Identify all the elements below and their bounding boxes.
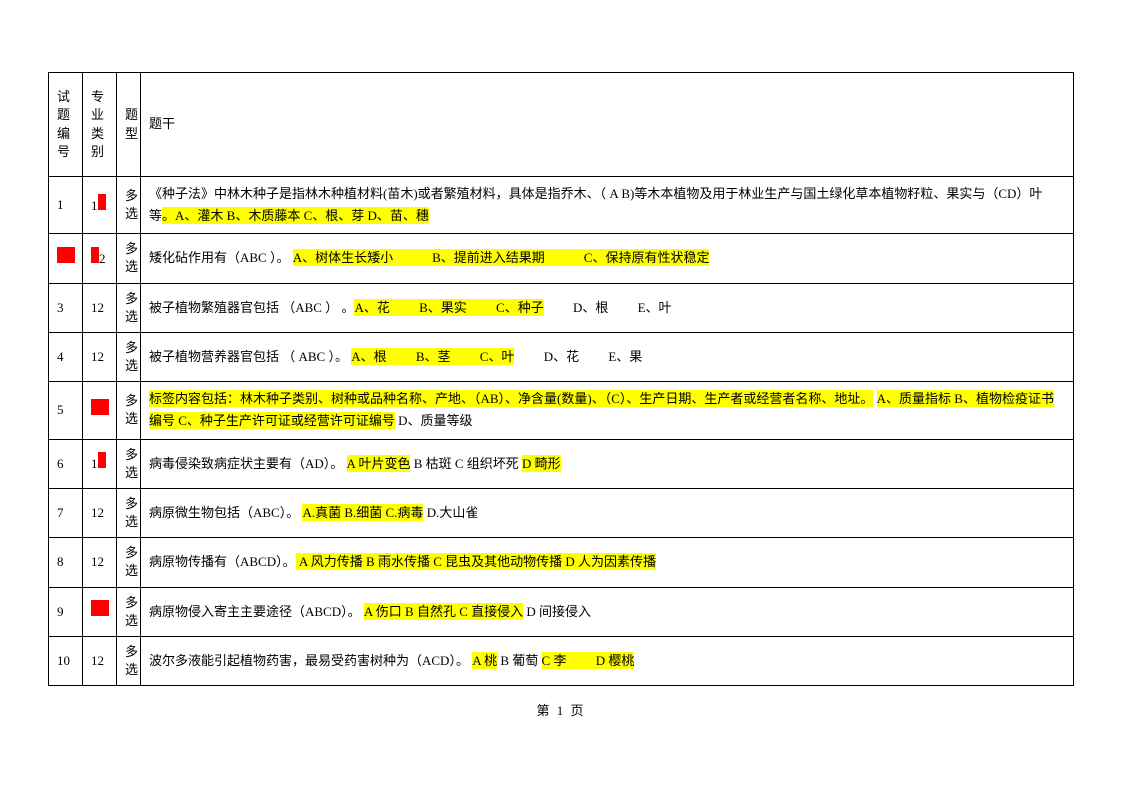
cell-id xyxy=(49,234,83,283)
highlight-text: 标签内容包括：林木种子类别、树种或品种名称、产地、（AB）、净含量(数量)、（C… xyxy=(149,390,873,407)
cell-category xyxy=(83,587,117,636)
highlight-text: A、花 B、果实 C、种子 xyxy=(354,299,543,316)
highlight-text: C 李 D 樱桃 xyxy=(542,652,635,669)
redacted-block xyxy=(57,247,75,263)
cell-type: 多选 xyxy=(117,234,141,283)
cell-id: 1 xyxy=(49,177,83,234)
highlight-text: A 桃 xyxy=(472,652,497,669)
stem-text: D、根 E、叶 xyxy=(544,300,672,315)
stem-text: 被子植物营养器官包括 （ ABC ）。 xyxy=(149,349,351,364)
cell-category: 12 xyxy=(83,488,117,537)
stem-text: 病原物传播有（ABCD）。 xyxy=(149,554,296,569)
cell-stem: 病原物侵入寄主主要途径（ABCD）。 A 伤口 B 自然孔 C 直接侵入 D 间… xyxy=(141,587,1074,636)
cell-stem: 被子植物繁殖器官包括 （ABC ） 。A、花 B、果实 C、种子 D、根 E、叶 xyxy=(141,283,1074,332)
cell-stem: 病原物传播有（ABCD）。 A 风力传播 B 雨水传播 C 昆虫及其他动物传播 … xyxy=(141,538,1074,587)
cell-category: 2 xyxy=(83,234,117,283)
redacted-block xyxy=(98,194,106,210)
cell-stem: 被子植物营养器官包括 （ ABC ）。 A、根 B、茎 C、叶 D、花 E、果 xyxy=(141,332,1074,381)
stem-text: 病原微生物包括（ABC）。 xyxy=(149,505,302,520)
highlight-text: A、树体生长矮小 B、提前进入结果期 C、保持原有性状稳定 xyxy=(293,249,710,266)
cell-category: 1 xyxy=(83,177,117,234)
table-row: 1012多选波尔多液能引起植物药害，最易受药害树种为（ACD）。 A 桃 B 葡… xyxy=(49,637,1074,686)
stem-text: D.大山雀 xyxy=(423,505,478,520)
cell-type: 多选 xyxy=(117,538,141,587)
stem-text: 病毒侵染致病症状主要有（AD）。 xyxy=(149,456,347,471)
redacted-block xyxy=(91,399,109,415)
table-row: 11多选《种子法》中林木种子是指林木种植材料(苗木)或者繁殖材料，具体是指乔木、… xyxy=(49,177,1074,234)
stem-text: D、质量等级 xyxy=(395,413,473,428)
cell-id: 10 xyxy=(49,637,83,686)
stem-text: 病原物侵入寄主主要途径（ABCD）。 xyxy=(149,604,364,619)
cell-id: 5 xyxy=(49,382,83,439)
cell-id: 4 xyxy=(49,332,83,381)
cell-type: 多选 xyxy=(117,488,141,537)
table-row: 5 多选标签内容包括：林木种子类别、树种或品种名称、产地、（AB）、净含量(数量)… xyxy=(49,382,1074,439)
highlight-text: A 伤口 B 自然孔 C 直接侵入 xyxy=(364,603,523,620)
table-row: 812多选病原物传播有（ABCD）。 A 风力传播 B 雨水传播 C 昆虫及其他… xyxy=(49,538,1074,587)
cell-stem: 《种子法》中林木种子是指林木种植材料(苗木)或者繁殖材料，具体是指乔木、（ A … xyxy=(141,177,1074,234)
redacted-block xyxy=(91,600,109,616)
cell-category: 12 xyxy=(83,538,117,587)
cell-id: 9 xyxy=(49,587,83,636)
cell-category: 12 xyxy=(83,332,117,381)
cell-type: 多选 xyxy=(117,587,141,636)
cell-id: 8 xyxy=(49,538,83,587)
stem-text: B 枯斑 C 组织坏死 xyxy=(410,456,522,471)
header-category: 专业类别 xyxy=(83,73,117,177)
cell-stem: 矮化砧作用有（ABC ）。 A、树体生长矮小 B、提前进入结果期 C、保持原有性… xyxy=(141,234,1074,283)
cell-category xyxy=(83,382,117,439)
stem-text: 矮化砧作用有（ABC ）。 xyxy=(149,250,293,265)
cell-type: 多选 xyxy=(117,382,141,439)
question-table: 试题编号专业类别题型题干11多选《种子法》中林木种子是指林木种植材料(苗木)或者… xyxy=(48,72,1074,686)
cell-stem: 病毒侵染致病症状主要有（AD）。 A 叶片变色 B 枯斑 C 组织坏死 D 畸形 xyxy=(141,439,1074,488)
table-row: 9 多选病原物侵入寄主主要途径（ABCD）。 A 伤口 B 自然孔 C 直接侵入 … xyxy=(49,587,1074,636)
cell-type: 多选 xyxy=(117,177,141,234)
header-stem: 题干 xyxy=(141,73,1074,177)
header-type: 题型 xyxy=(117,73,141,177)
stem-text: B 葡萄 xyxy=(497,653,541,668)
table-row: 312多选被子植物繁殖器官包括 （ABC ） 。A、花 B、果实 C、种子 D、… xyxy=(49,283,1074,332)
cell-category: 1 xyxy=(83,439,117,488)
cell-id: 3 xyxy=(49,283,83,332)
cell-stem: 病原微生物包括（ABC）。 A.真菌 B.细菌 C.病毒 D.大山雀 xyxy=(141,488,1074,537)
cell-type: 多选 xyxy=(117,439,141,488)
table-row: 412多选被子植物营养器官包括 （ ABC ）。 A、根 B、茎 C、叶 D、花… xyxy=(49,332,1074,381)
cell-type: 多选 xyxy=(117,637,141,686)
redacted-block xyxy=(98,452,106,468)
table-row: 2多选矮化砧作用有（ABC ）。 A、树体生长矮小 B、提前进入结果期 C、保持… xyxy=(49,234,1074,283)
header-id: 试题编号 xyxy=(49,73,83,177)
highlight-text: A 风力传播 B 雨水传播 C 昆虫及其他动物传播 D 人为因素传播 xyxy=(296,553,656,570)
cell-category: 12 xyxy=(83,637,117,686)
highlight-text: D 畸形 xyxy=(522,455,561,472)
highlight-text: A.真菌 B.细菌 C.病毒 xyxy=(302,504,423,521)
cell-stem: 标签内容包括：林木种子类别、树种或品种名称、产地、（AB）、净含量(数量)、（C… xyxy=(141,382,1074,439)
exam-page: 试题编号专业类别题型题干11多选《种子法》中林木种子是指林木种植材料(苗木)或者… xyxy=(0,0,1122,739)
stem-text: D、花 E、果 xyxy=(514,349,642,364)
highlight-text: A 叶片变色 xyxy=(347,455,411,472)
stem-text: 波尔多液能引起植物药害，最易受药害树种为（ACD）。 xyxy=(149,653,472,668)
cell-type: 多选 xyxy=(117,332,141,381)
highlight-text: A、根 B、茎 C、叶 xyxy=(351,348,514,365)
table-row: 712多选病原微生物包括（ABC）。 A.真菌 B.细菌 C.病毒 D.大山雀 xyxy=(49,488,1074,537)
table-row: 61多选病毒侵染致病症状主要有（AD）。 A 叶片变色 B 枯斑 C 组织坏死 … xyxy=(49,439,1074,488)
stem-text: D 间接侵入 xyxy=(523,604,591,619)
cell-category: 12 xyxy=(83,283,117,332)
cell-id: 6 xyxy=(49,439,83,488)
cell-stem: 波尔多液能引起植物药害，最易受药害树种为（ACD）。 A 桃 B 葡萄 C 李 … xyxy=(141,637,1074,686)
highlight-text: 。A、灌木 B、木质藤本 C、根、芽 D、苗、穗 xyxy=(162,207,429,224)
redacted-block xyxy=(91,247,99,263)
cell-type: 多选 xyxy=(117,283,141,332)
stem-text: 被子植物繁殖器官包括 （ABC ） 。 xyxy=(149,300,354,315)
page-footer: 第 1 页 xyxy=(48,700,1074,719)
cell-id: 7 xyxy=(49,488,83,537)
